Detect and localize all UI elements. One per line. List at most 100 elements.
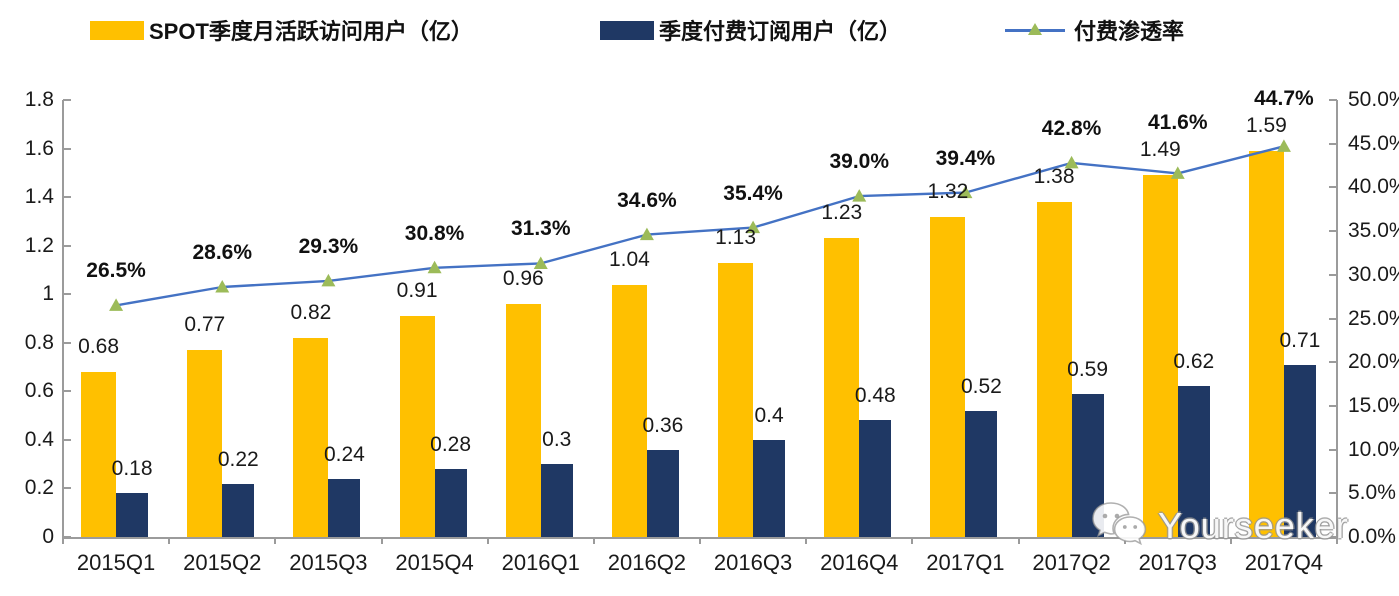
mau-value-label: 0.96 (502, 266, 544, 290)
left-axis-tick-label: 1.8 (24, 88, 54, 111)
subscribers-value-label: 0.52 (960, 374, 1002, 398)
mau-value-label: 1.59 (1245, 113, 1287, 137)
left-axis-tick (63, 536, 71, 538)
x-axis-category-label: 2016Q4 (820, 550, 899, 575)
right-axis-tick (1329, 536, 1337, 538)
right-axis-tick-label: 30.0% (1348, 262, 1399, 286)
left-axis-tick (63, 293, 71, 296)
subscribers-bar (753, 439, 786, 537)
right-axis-tick (1329, 492, 1337, 495)
x-axis-tick (486, 537, 489, 544)
mau-bar (1036, 201, 1072, 537)
left-axis-tick (63, 196, 71, 199)
subscribers-value-label: 0.24 (323, 442, 365, 466)
legend-item-mau: SPOT季度月活跃访问用户（亿） (90, 17, 473, 44)
mau-value-label: 1.04 (608, 247, 650, 271)
right-axis-tick (1329, 186, 1337, 189)
x-axis-tick (1017, 537, 1020, 544)
triangle-marker-icon (1028, 23, 1042, 36)
x-axis-category-label: 2017Q4 (1244, 550, 1324, 575)
subscribers-value-label: 0.62 (1173, 350, 1215, 374)
legend-item-penetration: 付费渗透率 (1005, 17, 1184, 44)
left-axis-tick-label: 1.6 (24, 136, 54, 160)
x-axis-tick (592, 537, 595, 544)
x-axis-tick (380, 537, 383, 544)
x-axis-category-label: 2017Q1 (926, 550, 1005, 575)
right-axis-tick-label: 45.0% (1348, 131, 1399, 155)
x-axis-tick (274, 537, 277, 544)
subscribers-bar (434, 469, 467, 537)
x-axis-category-label: 2016Q3 (713, 550, 793, 575)
right-axis-tick-label: 0.0% (1348, 525, 1396, 548)
right-axis-line (1336, 100, 1338, 539)
right-axis-tick-label: 20.0% (1348, 350, 1399, 374)
mau-bar (293, 337, 329, 537)
watermark-text: Yourseeker (1158, 505, 1349, 546)
left-axis-tick-label: 1.2 (24, 233, 54, 257)
penetration-value-label: 34.6% (617, 188, 677, 212)
x-axis-tick (168, 537, 171, 544)
x-axis-tick (911, 537, 914, 544)
left-axis-tick-label: 1.4 (24, 185, 54, 209)
mau-bar (81, 371, 117, 537)
x-axis-category-label: 2015Q2 (183, 550, 262, 575)
penetration-value-label: 42.8% (1041, 116, 1102, 140)
mau-bar (187, 350, 223, 537)
x-axis-category-label: 2016Q2 (607, 550, 687, 575)
x-axis-category-label: 2016Q1 (501, 550, 580, 575)
subscribers-value-label: 0.59 (1067, 357, 1109, 381)
right-axis-tick (1329, 317, 1337, 320)
right-axis-tick-label: 15.0% (1348, 393, 1399, 417)
subscribers-series-swatch (600, 20, 654, 40)
penetration-line-chart (109, 139, 1291, 311)
right-axis-tick (1329, 273, 1337, 276)
penetration-marker (215, 280, 230, 293)
subscribers-bar (965, 410, 998, 537)
left-axis-tick-label: 1 (42, 282, 54, 306)
mau-bar (718, 262, 754, 537)
mau-value-label: 1.13 (715, 225, 757, 249)
penetration-marker (852, 189, 867, 202)
subscribers-bar (1283, 364, 1316, 537)
x-axis-tick (1336, 537, 1338, 544)
legend-item-subscribers: 季度付费订阅用户（亿） (600, 17, 901, 44)
left-axis-tick (63, 438, 71, 441)
left-axis-tick-label: 0.4 (24, 427, 54, 451)
right-axis-tick (1329, 361, 1337, 364)
penetration-value-label: 30.8% (404, 221, 465, 245)
mau-value-label: 0.77 (184, 313, 226, 337)
right-axis-tick-label: 40.0% (1348, 175, 1399, 199)
mau-bar (399, 316, 435, 537)
left-axis-tick (63, 147, 71, 150)
left-axis-tick (63, 390, 71, 393)
penetration-marker (321, 273, 336, 287)
penetration-value-label: 44.7% (1254, 86, 1314, 110)
mau-bar (505, 303, 541, 537)
right-axis-tick-label: 35.0% (1348, 219, 1399, 243)
penetration-marker (427, 260, 442, 274)
subscribers-bar (116, 493, 149, 537)
x-axis-category-label: 2017Q2 (1032, 550, 1111, 575)
left-axis-tick (63, 487, 71, 490)
mau-bar (930, 216, 966, 537)
penetration-value-label: 35.4% (723, 181, 783, 205)
mau-value-label: 1.49 (1139, 138, 1181, 162)
subscribers-bar (222, 483, 255, 537)
subscribers-value-label: 0.22 (217, 447, 259, 471)
penetration-value-label: 31.3% (510, 217, 571, 241)
left-axis-tick (63, 244, 71, 247)
penetration-marker (109, 298, 124, 311)
subscribers-value-label: 0.36 (642, 413, 684, 437)
right-axis-tick (1329, 448, 1337, 451)
subscribers-value-label: 0.3 (542, 428, 572, 452)
penetration-marker (533, 256, 548, 269)
x-axis-category-label: 2015Q4 (395, 550, 474, 575)
right-axis-tick (1329, 230, 1337, 233)
x-axis-category-label: 2015Q3 (289, 550, 368, 575)
mau-series-swatch (90, 20, 144, 40)
subscribers-bar (540, 464, 573, 537)
penetration-marker (1276, 139, 1291, 152)
left-axis-tick-label: 0 (42, 525, 54, 548)
mau-bar (1248, 150, 1284, 537)
penetration-marker (1064, 155, 1079, 169)
